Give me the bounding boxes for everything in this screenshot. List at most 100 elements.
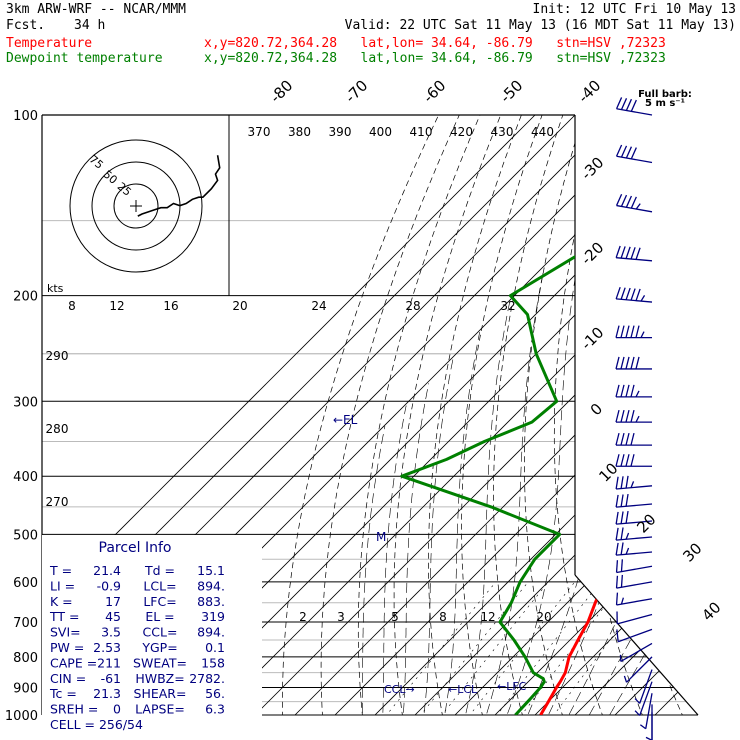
isotherm [402,115,698,715]
wind-barb-staff [616,598,653,606]
isotherm-label: -70 [341,76,371,106]
wind-barb-flag [625,384,630,398]
wind-barb-flag [615,494,619,508]
wind-barb-staff [616,536,653,541]
wind-barb-flag [625,510,629,524]
isotherm [322,115,698,715]
wind-barb-flag [615,432,620,446]
wind-barb-flag [625,409,630,423]
wind-barb-flag [623,675,628,683]
wind-barb-flag [630,481,635,488]
wind-barb-flag [620,527,624,540]
mixing-ratio-label: 2 [299,610,307,624]
wind-barb [615,527,653,541]
mixing-ratio-line [410,581,529,715]
wind-barb-staff [617,628,653,643]
wind-barb-flag [615,409,620,423]
theta-label: 400 [369,125,392,139]
parcel-info-value: -0.9 [97,578,121,593]
wind-barb-flag [620,287,626,300]
wind-barb-flag [615,527,619,541]
parcel-info-key: SREH = [50,702,98,717]
theta-label: 440 [531,125,554,139]
parcel-info-value: 0.1 [205,640,225,655]
mixing-ratio-label: 8 [439,610,447,624]
wind-barb [619,642,653,663]
moist-adiabat [502,229,585,715]
wind-barb [639,693,653,730]
init-time: Init: 12 UTC Fri 10 May 13 [532,2,737,17]
parcel-info-value: 894. [197,625,225,640]
lcl-marker: ←LCL [448,683,478,696]
moist-adiabat [422,358,454,715]
theta-label: 380 [288,125,311,139]
parcel-info-cell: CELL = 256/54 [50,717,143,732]
theta-e-label: 280 [46,422,69,436]
wind-barb [615,475,653,490]
pressure-tick-label: 400 [13,470,38,485]
dry-adiabat [610,115,689,715]
wind-barb-flag [625,195,633,208]
wind-barb-flag [630,454,635,467]
wind-barb [615,384,652,398]
hodograph-ring-label: 50 [101,168,120,187]
isotherm-label: -80 [266,76,296,106]
moist-adiabat [442,331,480,715]
parcel-info-value: 6.3 [205,702,225,717]
wind-barb-flag [620,597,625,605]
wind-barb-flag [620,511,624,524]
isotherm [602,115,698,715]
wind-barb-flag [620,384,625,398]
wind-barb-staff [616,204,653,213]
wind-barb-flag [620,432,625,446]
wind-barb-flag [615,542,619,556]
dry-adiabat [282,115,453,715]
wind-barb-flag [620,574,623,588]
pressure-tick-label: 800 [13,651,38,666]
isotherm [442,115,698,715]
dry-adiabat [320,115,473,715]
wind-barb-flag [615,384,620,398]
mixing-ratio-label: 5 [391,610,399,624]
parcel-info-value: 3.5 [101,625,121,640]
dry-adiabat [393,115,513,715]
wind-barb-staff [616,565,653,574]
hodograph-ring-label: 75 [87,153,106,172]
wind-barb-flag [640,331,645,338]
speed-scale-label: 12 [109,299,124,313]
wind-barb-flag [625,432,630,446]
isotherm-label: -10 [577,323,607,353]
moist-adiabat [482,268,545,715]
temperature-profile [539,115,698,715]
ccl-marker: CCL→ [384,683,415,696]
wind-barb [651,712,653,740]
theta-e-label: 290 [46,349,69,363]
parcel-info-key: LCL= [143,578,176,593]
wind-barb-staff [616,257,653,262]
wind-barb-flag [620,145,628,158]
wind-barb-flag [630,247,636,260]
wind-barb [615,144,653,164]
pressure-tick-label: 100 [13,109,38,124]
wind-barb-staff [626,656,653,683]
isotherm-label: 30 [679,539,705,565]
hodograph-units: kts [47,282,64,295]
wind-barb [615,194,653,213]
parcel-info-key: Tc = [49,686,77,701]
isotherm-label: -60 [419,76,449,106]
wind-barb-flag [630,147,637,160]
wind-barb [615,287,653,303]
wind-barb [615,510,653,525]
parcel-info-key: CIN = [50,671,86,686]
wind-barb [615,559,653,574]
theta-label: 370 [248,125,271,139]
moist-adiabat [361,426,386,715]
wind-barb-flag [620,356,625,370]
wind-barb [615,97,653,116]
isotherm [642,115,698,715]
wind-barb-flag [625,325,630,338]
model-title: 3km ARW-WRF -- NCAR/MMM [6,2,187,17]
wind-barb [616,628,653,643]
parcel-info-key: HWBZ= [135,671,184,686]
wind-barb-flag [630,196,637,209]
